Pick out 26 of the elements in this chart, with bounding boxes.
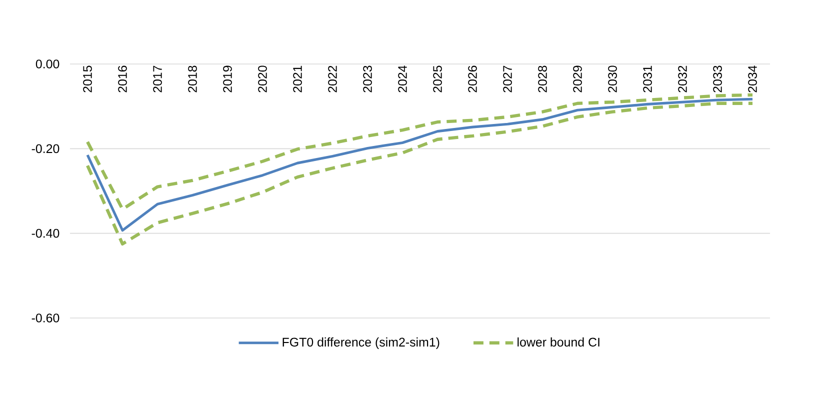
x-tick-label: 2026 bbox=[468, 66, 477, 92]
legend-label: lower bound CI bbox=[518, 337, 600, 347]
x-tick-label: 2030 bbox=[608, 66, 617, 92]
x-tick-label: 2017 bbox=[153, 66, 162, 92]
x-tick-label: 2034 bbox=[748, 66, 757, 92]
x-tick-label: 2022 bbox=[328, 66, 337, 92]
x-tick-label: 2016 bbox=[118, 66, 127, 92]
x-tick-label: 2029 bbox=[573, 66, 582, 92]
y-tick-label: -0.60 bbox=[32, 314, 60, 322]
x-tick-label: 2032 bbox=[678, 66, 687, 92]
y-tick-label: -0.40 bbox=[32, 228, 60, 238]
x-tick-label: 2019 bbox=[223, 66, 232, 92]
x-tick-label: 2027 bbox=[503, 66, 512, 92]
x-tick-label: 2024 bbox=[398, 66, 407, 92]
x-tick-label: 2015 bbox=[83, 66, 92, 92]
y-tick-label: -0.20 bbox=[32, 144, 60, 154]
x-tick-label: 2021 bbox=[293, 66, 302, 92]
x-tick-label: 2025 bbox=[433, 66, 442, 92]
x-tick-label: 2023 bbox=[363, 66, 372, 92]
x-tick-label: 2018 bbox=[188, 66, 197, 92]
x-tick-label: 2020 bbox=[258, 66, 267, 92]
y-tick-label: 0.00 bbox=[36, 60, 60, 68]
x-tick-label: 2033 bbox=[713, 66, 722, 92]
x-tick-label: 2031 bbox=[643, 66, 652, 92]
legend-label: FGT0 difference (sim2-sim1) bbox=[282, 337, 440, 350]
x-tick-label: 2028 bbox=[538, 66, 547, 92]
